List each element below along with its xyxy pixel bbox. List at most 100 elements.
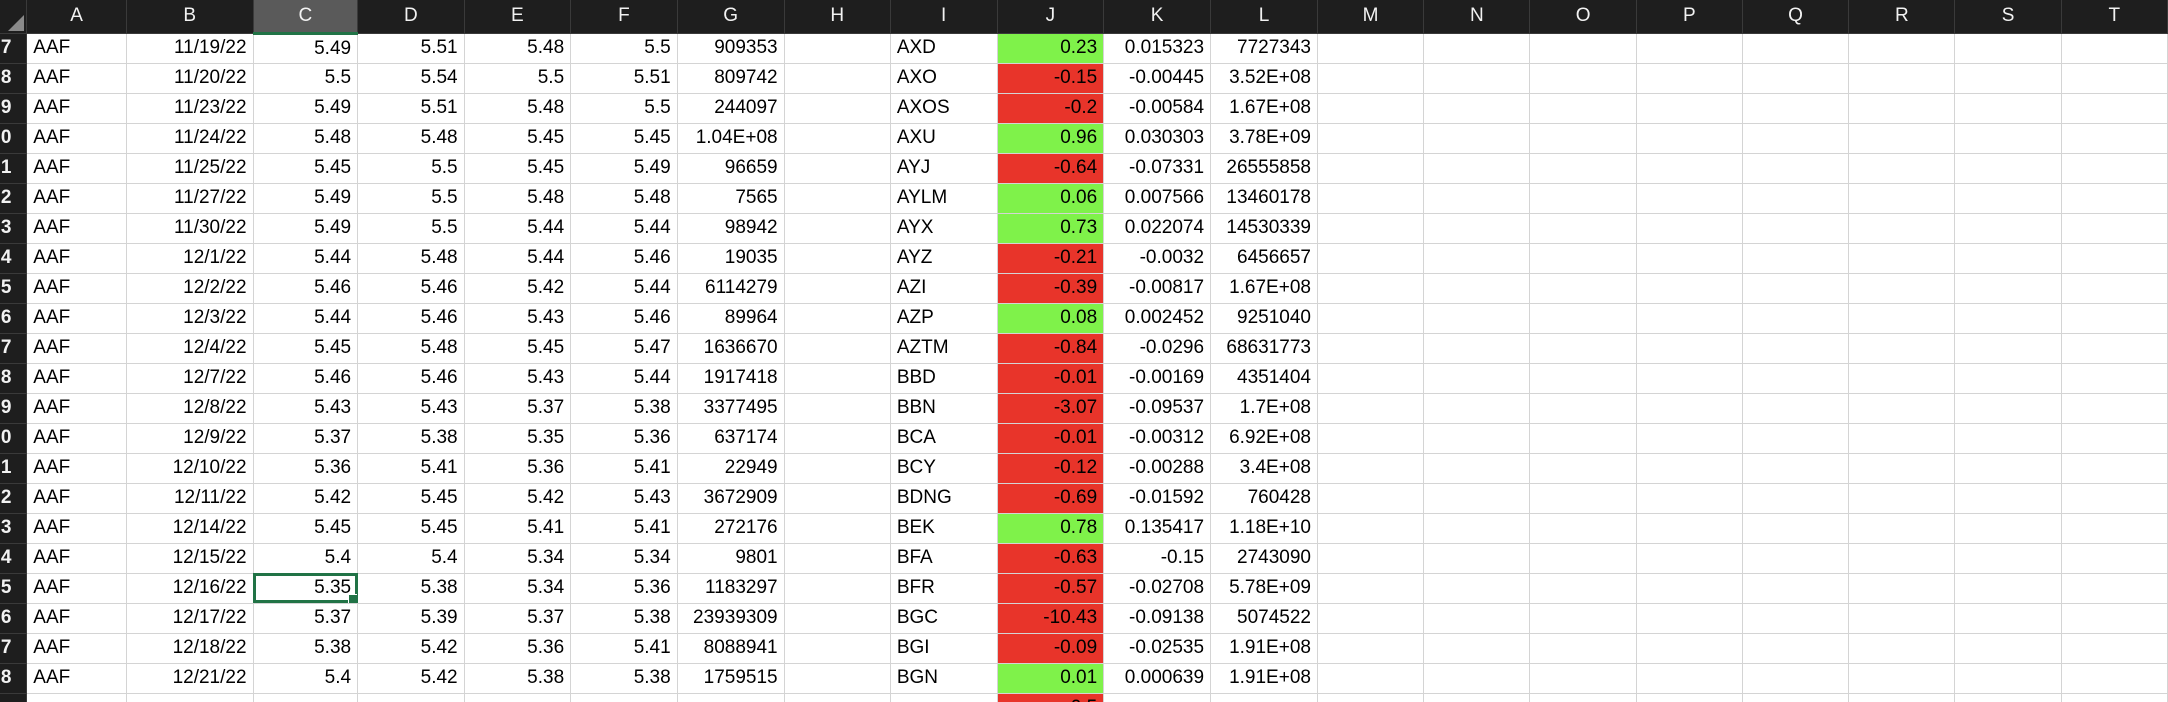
cell-l[interactable]: 1.67E+08 xyxy=(1210,273,1318,304)
cell-i[interactable]: AZI xyxy=(890,273,998,304)
cell-b[interactable]: 11/24/22 xyxy=(126,123,254,154)
cell-s[interactable] xyxy=(1954,153,2062,184)
cell-m[interactable] xyxy=(1317,393,1425,424)
cell-e[interactable]: 5.36 xyxy=(464,633,572,664)
cell-d[interactable]: 5.48 xyxy=(357,243,465,274)
cell-n[interactable] xyxy=(1423,453,1531,484)
cell-t[interactable] xyxy=(2061,603,2168,634)
cell-p[interactable] xyxy=(1636,543,1743,574)
cell-m[interactable] xyxy=(1317,543,1425,574)
column-header-p[interactable]: P xyxy=(1636,0,1743,34)
cell-l[interactable]: 1.18E+10 xyxy=(1210,513,1318,544)
cell-o[interactable] xyxy=(1529,633,1637,664)
cell-o[interactable] xyxy=(1529,123,1637,154)
cell-d[interactable]: 5.4 xyxy=(357,543,465,574)
column-header-t[interactable]: T xyxy=(2061,0,2168,34)
cell-t[interactable] xyxy=(2061,543,2168,574)
cell-e[interactable]: 5.44 xyxy=(464,213,572,244)
cell-q[interactable] xyxy=(1742,93,1850,124)
cell-k[interactable]: -0.0032 xyxy=(1103,243,1212,274)
column-header-g[interactable]: G xyxy=(677,0,785,34)
cell-m[interactable] xyxy=(1317,303,1425,334)
cell-c[interactable]: 5.43 xyxy=(253,393,359,424)
column-header-e[interactable]: E xyxy=(464,0,572,34)
cell-o[interactable] xyxy=(1529,63,1637,94)
cell-k[interactable]: -0.15 xyxy=(1103,543,1212,574)
cell-h[interactable] xyxy=(784,123,891,154)
cell-q[interactable] xyxy=(1742,693,1850,702)
cell-b[interactable]: 12/9/22 xyxy=(126,423,254,454)
cell-g[interactable]: 8088941 xyxy=(677,633,785,664)
cell-h[interactable] xyxy=(784,183,891,214)
cell-i[interactable]: AXOS xyxy=(890,93,998,124)
cell-f[interactable] xyxy=(570,693,678,702)
cell-n[interactable] xyxy=(1423,93,1531,124)
cell-p[interactable] xyxy=(1636,93,1743,124)
cell-r[interactable] xyxy=(1848,483,1956,514)
cell-h[interactable] xyxy=(784,453,891,484)
cell-p[interactable] xyxy=(1636,513,1743,544)
cell-c[interactable]: 5.42 xyxy=(253,483,359,514)
cell-k[interactable]: -0.00169 xyxy=(1103,363,1212,394)
cell-s[interactable] xyxy=(1954,693,2062,702)
cell-i[interactable]: BGC xyxy=(890,603,998,634)
cell-h[interactable] xyxy=(784,333,891,364)
cell-d[interactable]: 5.46 xyxy=(357,363,465,394)
cell-p[interactable] xyxy=(1636,63,1743,94)
cell-l[interactable]: 6456657 xyxy=(1210,243,1318,274)
cell-l[interactable]: 3.52E+08 xyxy=(1210,63,1318,94)
cell-s[interactable] xyxy=(1954,513,2062,544)
cell-s[interactable] xyxy=(1954,243,2062,274)
cell-f[interactable]: 5.45 xyxy=(570,123,678,154)
cell-h[interactable] xyxy=(784,303,891,334)
cell-o[interactable] xyxy=(1529,663,1637,694)
cell-n[interactable] xyxy=(1423,273,1531,304)
cell-i[interactable]: AXO xyxy=(890,63,998,94)
cell-n[interactable] xyxy=(1423,513,1531,544)
cell-j[interactable]: 0.01 xyxy=(997,663,1105,694)
cell-q[interactable] xyxy=(1742,243,1850,274)
cell-m[interactable] xyxy=(1317,273,1425,304)
cell-h[interactable] xyxy=(784,693,891,702)
cell-p[interactable] xyxy=(1636,663,1743,694)
cell-h[interactable] xyxy=(784,243,891,274)
cell-k[interactable]: 0.000639 xyxy=(1103,663,1212,694)
cell-d[interactable]: 5.43 xyxy=(357,393,465,424)
cell-b[interactable]: 11/27/22 xyxy=(126,183,254,214)
cell-k[interactable]: -0.09537 xyxy=(1103,393,1212,424)
cell-a[interactable]: AAF xyxy=(26,423,127,454)
cell-q[interactable] xyxy=(1742,33,1850,64)
cell-a[interactable]: AAF xyxy=(26,93,127,124)
fill-handle[interactable] xyxy=(348,593,357,602)
cell-b[interactable]: 12/1/22 xyxy=(126,243,254,274)
cell-s[interactable] xyxy=(1954,183,2062,214)
cell-a[interactable]: AAF xyxy=(26,63,127,94)
cell-a[interactable]: AAF xyxy=(26,303,127,334)
cell-t[interactable] xyxy=(2061,573,2168,604)
cell-a[interactable]: AAF xyxy=(26,153,127,184)
cell-m[interactable] xyxy=(1317,63,1425,94)
cell-n[interactable] xyxy=(1423,243,1531,274)
cell-m[interactable] xyxy=(1317,663,1425,694)
cell-g[interactable]: 909353 xyxy=(677,33,785,64)
cell-n[interactable] xyxy=(1423,183,1531,214)
cell-n[interactable] xyxy=(1423,333,1531,364)
cell-r[interactable] xyxy=(1848,363,1956,394)
cell-d[interactable]: 5.38 xyxy=(357,573,465,604)
row-header[interactable]: 8 xyxy=(0,363,28,394)
cell-i[interactable]: BGI xyxy=(890,633,998,664)
cell-q[interactable] xyxy=(1742,513,1850,544)
cell-s[interactable] xyxy=(1954,663,2062,694)
cell-m[interactable] xyxy=(1317,603,1425,634)
cell-p[interactable] xyxy=(1636,423,1743,454)
cell-r[interactable] xyxy=(1848,273,1956,304)
cell-c[interactable]: 5.5 xyxy=(253,63,359,94)
cell-a[interactable]: AAF xyxy=(26,483,127,514)
cell-j[interactable]: 0.06 xyxy=(997,183,1105,214)
cell-p[interactable] xyxy=(1636,333,1743,364)
cell-e[interactable]: 5.37 xyxy=(464,603,572,634)
cell-r[interactable] xyxy=(1848,573,1956,604)
cell-f[interactable]: 5.5 xyxy=(570,93,678,124)
cell-j[interactable]: -0.09 xyxy=(997,633,1105,664)
cell-c[interactable]: 5.46 xyxy=(253,363,359,394)
